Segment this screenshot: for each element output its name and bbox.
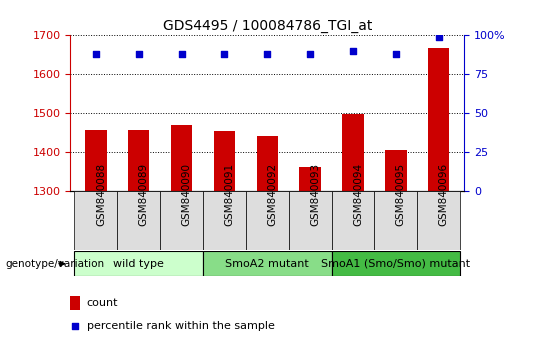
FancyBboxPatch shape: [417, 191, 460, 250]
Bar: [214, 131, 235, 191]
FancyBboxPatch shape: [203, 251, 332, 276]
Point: [306, 51, 314, 57]
Text: wild type: wild type: [113, 259, 164, 269]
Text: SmoA1 (Smo/Smo) mutant: SmoA1 (Smo/Smo) mutant: [321, 259, 470, 269]
Text: GSM840093: GSM840093: [310, 162, 320, 225]
Text: GSM840096: GSM840096: [438, 162, 449, 225]
FancyBboxPatch shape: [332, 191, 374, 250]
Text: genotype/variation: genotype/variation: [5, 259, 105, 269]
Point: [349, 48, 357, 54]
FancyBboxPatch shape: [374, 191, 417, 250]
FancyBboxPatch shape: [117, 191, 160, 250]
Point: [263, 51, 272, 57]
Text: GSM840089: GSM840089: [139, 162, 148, 225]
Point: [392, 51, 400, 57]
Text: GSM840090: GSM840090: [181, 162, 192, 225]
Text: GSM840091: GSM840091: [225, 162, 234, 225]
Point: [134, 51, 143, 57]
FancyBboxPatch shape: [160, 191, 203, 250]
FancyBboxPatch shape: [246, 191, 289, 250]
Bar: [128, 130, 150, 191]
FancyBboxPatch shape: [75, 191, 117, 250]
Bar: [70, 297, 80, 310]
Bar: [256, 136, 278, 191]
Bar: [300, 167, 321, 191]
Point: [220, 51, 229, 57]
Text: count: count: [87, 298, 118, 308]
Text: GSM840095: GSM840095: [396, 162, 406, 225]
Title: GDS4495 / 100084786_TGI_at: GDS4495 / 100084786_TGI_at: [163, 19, 372, 33]
Bar: [428, 48, 449, 191]
Text: GSM840088: GSM840088: [96, 162, 106, 225]
Text: percentile rank within the sample: percentile rank within the sample: [87, 321, 275, 331]
Point: [177, 51, 186, 57]
Text: GSM840094: GSM840094: [353, 162, 363, 225]
Bar: [342, 114, 364, 191]
FancyBboxPatch shape: [332, 251, 460, 276]
Point: [71, 324, 79, 329]
Point: [92, 51, 100, 57]
Bar: [385, 150, 407, 191]
Bar: [85, 130, 106, 191]
Point: [434, 34, 443, 40]
FancyBboxPatch shape: [75, 251, 203, 276]
Text: GSM840092: GSM840092: [267, 162, 278, 225]
FancyBboxPatch shape: [203, 191, 246, 250]
Bar: [171, 125, 192, 191]
Text: SmoA2 mutant: SmoA2 mutant: [225, 259, 309, 269]
FancyBboxPatch shape: [289, 191, 332, 250]
